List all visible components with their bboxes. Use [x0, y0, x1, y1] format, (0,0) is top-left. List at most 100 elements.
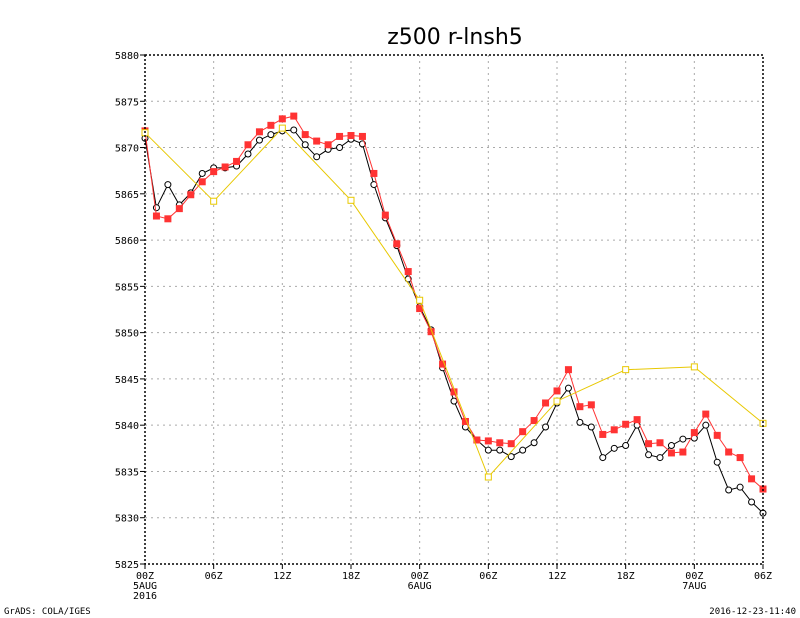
data-point	[725, 486, 733, 494]
data-point	[427, 328, 435, 336]
x-tick-label: 7AUG	[682, 581, 706, 592]
x-tick-label: 5AUG	[133, 581, 157, 592]
data-point	[255, 128, 263, 136]
data-point	[450, 388, 458, 396]
data-point	[484, 446, 492, 454]
x-tick-label: 18Z	[617, 571, 635, 582]
data-point	[542, 399, 550, 407]
data-point	[450, 397, 458, 405]
data-point	[633, 416, 641, 424]
x-tick-label: 12Z	[273, 571, 291, 582]
data-point	[564, 366, 572, 374]
data-point	[599, 454, 607, 462]
data-point	[645, 451, 653, 459]
data-point	[404, 268, 412, 276]
data-point	[267, 131, 275, 139]
data-point	[152, 204, 160, 212]
data-point	[336, 132, 344, 140]
data-point	[622, 366, 630, 374]
data-point	[290, 126, 298, 134]
data-point	[622, 420, 630, 428]
y-tick-label: 5875	[115, 97, 139, 108]
data-point	[347, 132, 355, 140]
data-point	[393, 240, 401, 248]
data-point	[530, 417, 538, 425]
data-point	[748, 475, 756, 483]
data-point	[278, 124, 286, 132]
data-point	[198, 178, 206, 186]
series-line-2	[144, 115, 764, 490]
x-tick-label: 12Z	[548, 571, 566, 582]
data-point	[736, 483, 744, 491]
data-point	[210, 168, 218, 176]
data-point	[290, 112, 298, 120]
data-point	[496, 439, 504, 447]
data-point	[164, 181, 172, 189]
data-point	[725, 448, 733, 456]
data-point	[164, 215, 172, 223]
data-point	[278, 115, 286, 123]
data-point	[576, 418, 584, 426]
data-point	[370, 169, 378, 177]
data-point	[221, 163, 229, 171]
x-tick-label: 06Z	[754, 571, 772, 582]
data-point	[198, 169, 206, 177]
data-point	[622, 442, 630, 450]
data-point	[507, 440, 515, 448]
data-point	[301, 141, 309, 149]
data-point	[484, 473, 492, 481]
data-point	[564, 384, 572, 392]
x-tick-label: 00Z	[136, 571, 154, 582]
data-point	[416, 305, 424, 313]
data-point	[542, 423, 550, 431]
data-point	[748, 498, 756, 506]
grid	[145, 55, 763, 564]
x-tick-label: 2016	[133, 591, 157, 602]
data-point	[656, 454, 664, 462]
data-point	[507, 453, 515, 461]
data-point	[175, 205, 183, 213]
data-point	[736, 454, 744, 462]
data-point	[187, 191, 195, 199]
footer-timestamp: 2016-12-23-11:40	[709, 607, 796, 617]
data-point	[244, 150, 252, 158]
data-point	[461, 417, 469, 425]
y-axis: 5825 5830 5835 5840 5845 5850 5855 5860 5865 5870…	[115, 51, 145, 571]
data-point	[416, 296, 424, 304]
data-point	[656, 439, 664, 447]
data-point	[381, 211, 389, 219]
data-point	[152, 212, 160, 220]
data-point	[347, 196, 355, 204]
data-point	[667, 449, 675, 457]
x-tick-label: 00Z	[411, 571, 429, 582]
data-point	[645, 440, 653, 448]
data-point	[553, 397, 561, 405]
data-point	[267, 121, 275, 129]
data-point	[610, 444, 618, 452]
data-point	[473, 436, 481, 444]
chart-title: z500 r-lnsh5	[387, 25, 523, 50]
x-tick-label: 06Z	[205, 571, 223, 582]
y-tick-label: 5845	[115, 375, 139, 386]
data-point	[587, 423, 595, 431]
data-point	[313, 153, 321, 161]
data-point	[587, 401, 595, 409]
footer-credit: GrADS: COLA/IGES	[4, 607, 91, 617]
data-point	[713, 431, 721, 439]
data-point	[313, 137, 321, 145]
data-point	[324, 141, 332, 149]
series-line-3	[144, 127, 764, 478]
series-layer	[141, 112, 767, 517]
data-point	[679, 448, 687, 456]
y-tick-label: 5825	[115, 560, 139, 571]
data-point	[358, 132, 366, 140]
data-point	[610, 426, 618, 434]
data-point	[576, 403, 584, 411]
data-point	[713, 458, 721, 466]
y-tick-label: 5860	[115, 236, 139, 247]
data-point	[702, 410, 710, 418]
y-tick-label: 5870	[115, 144, 139, 155]
y-tick-label: 5855	[115, 282, 139, 293]
